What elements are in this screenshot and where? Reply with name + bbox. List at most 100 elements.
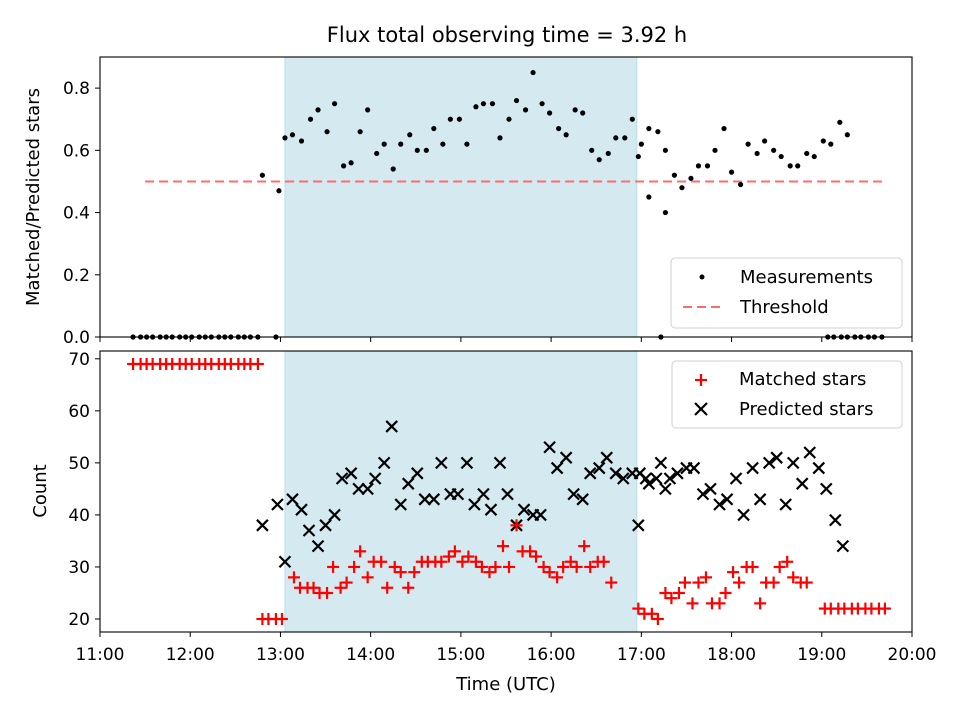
measurement-point [629,116,635,122]
measurement-point [348,160,354,166]
measurement-point [259,172,265,178]
measurement-point [497,135,503,141]
matched-point [672,586,685,599]
predicted-point [377,456,391,470]
predicted-point [385,420,398,433]
top-x-ticks [99,337,913,342]
predicted-point [632,519,645,532]
predicted-point [418,493,432,506]
measurement-point [704,163,711,169]
legend-measurements-label: Measurements [740,267,873,288]
bottom-y-tick-label: 30 [68,558,90,578]
measurement-point [712,147,718,153]
predicted-point [302,524,316,537]
measurement-point [762,138,768,144]
predicted-point [812,461,826,475]
measurement-point [844,132,850,138]
measurement-point [289,132,296,138]
bottom-axes-frame [99,350,913,633]
predicted-point [746,461,759,475]
predicted-point [779,498,792,511]
matched-point [584,560,597,573]
measurement-point [771,147,777,153]
measurement-point [745,141,751,147]
measurement-point [381,141,387,147]
measurement-point [315,107,321,113]
matched-point [489,560,502,573]
predicted-point [295,503,308,516]
measurement-point [589,147,595,153]
predicted-point [663,472,677,485]
measurement-point [341,163,347,169]
top-y-tick-label: 0.2 [63,266,90,286]
predicted-point [394,498,408,511]
matched-point [686,597,699,610]
matched-point [361,571,374,584]
measurement-point [778,153,784,160]
measurement-point [662,147,668,153]
predicted-point [550,461,564,475]
predicted-point [737,508,750,522]
measurement-point [431,125,437,132]
top-axes-frame [99,56,913,338]
matched-point [727,566,740,579]
matched-point [605,576,618,589]
matched-point [597,555,610,568]
matched-point [483,566,496,579]
x-tick-label: 20:00 [888,645,937,665]
predicted-point [704,482,717,496]
predicted-point [477,487,490,501]
matched-point [632,602,645,615]
predicted-point [650,472,663,485]
predicted-point [836,539,850,553]
measurement-point [638,141,644,147]
measurement-point [679,185,685,191]
predicted-point [484,503,498,516]
matched-point [442,550,455,563]
bottom-y-ticks: 20 30 40 50 60 70 [68,350,100,630]
predicted-point [256,519,269,532]
predicted-point [335,472,349,485]
matched-point [746,560,759,573]
matched-point [321,586,334,599]
matched-point [570,560,583,573]
matched-point [719,586,732,599]
legend-measurements-marker [699,274,705,280]
matched-point [524,545,537,558]
predicted-point [517,503,531,516]
count-points [127,358,891,625]
measurement-point [754,150,760,157]
predicted-point [278,555,292,569]
matched-point [275,612,288,625]
predicted-point [696,487,710,501]
measurement-point [513,97,520,104]
measurement-point [539,101,545,107]
matched-point [340,576,353,589]
matched-point [543,566,556,579]
measurement-point [440,141,446,147]
measurement-point [276,188,282,194]
measurement-point [489,101,496,107]
measurement-point [837,119,843,125]
predicted-point [468,498,481,511]
matched-point [878,602,891,615]
measurement-point [374,150,380,157]
predicted-point [795,477,809,490]
predicted-point [583,467,597,480]
matched-point [251,358,264,371]
measurement-point [804,150,810,157]
top-y-ticks: 0.0 0.2 0.4 0.6 0.8 [63,79,100,348]
predicted-point [451,487,465,501]
measurement-point [811,153,817,160]
legend-predicted-marker [694,402,708,416]
top-shaded-interval [284,56,638,338]
measurement-point [828,141,834,147]
measurement-point [331,101,338,107]
legend-matched-label: Matched stars [739,369,866,390]
predicted-point [427,493,441,506]
matched-point [388,560,401,573]
top-y-tick-label: 0.0 [63,328,90,348]
matched-point [327,560,340,573]
predicted-point [770,451,783,464]
